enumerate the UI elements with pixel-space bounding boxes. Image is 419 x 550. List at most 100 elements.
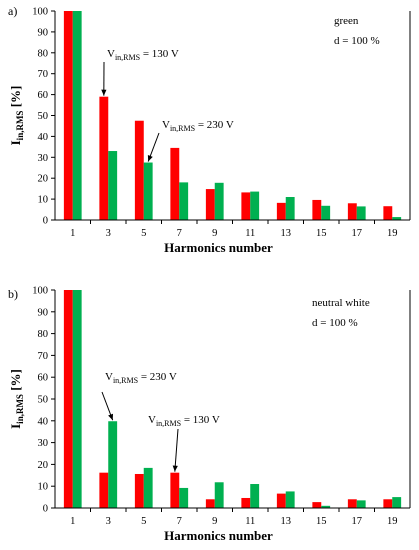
x-tick-label: 7 <box>177 228 182 239</box>
bar-s1-h13 <box>276 493 286 508</box>
bar-s2-h9 <box>214 482 224 508</box>
annotation-arrow-head <box>172 465 178 472</box>
bar-s2-h17 <box>356 500 366 508</box>
bar-s2-h11 <box>250 484 260 508</box>
x-tick-label: 1 <box>70 516 75 527</box>
y-tick-label: 50 <box>38 111 49 122</box>
x-tick-label: 7 <box>177 516 182 527</box>
bar-s2-h5 <box>143 162 153 220</box>
x-tick-label: 5 <box>141 516 146 527</box>
y-tick-label: 60 <box>38 373 49 384</box>
bar-s1-h11 <box>241 497 251 508</box>
bar-s1-h19 <box>383 499 393 508</box>
bar-s2-h19 <box>392 217 402 220</box>
y-axis-label-sub: in,RMS <box>15 394 25 424</box>
panel-label: a) <box>8 4 17 18</box>
y-tick-label: 0 <box>43 504 48 515</box>
bar-s1-h1 <box>63 11 73 220</box>
annotation-arrow-head <box>108 413 113 421</box>
y-tick-label: 0 <box>43 216 48 227</box>
annotation-rest: = 230 V <box>138 371 177 383</box>
x-tick-label: 13 <box>281 516 292 527</box>
annotation-arrow-head <box>147 154 153 162</box>
y-axis-label-main: I <box>8 424 23 429</box>
bar-s1-h5 <box>134 473 144 508</box>
x-tick-label: 15 <box>316 516 327 527</box>
bar-s1-h17 <box>347 499 357 508</box>
x-tick-label: 3 <box>106 228 111 239</box>
annotation-sub: in,RMS <box>156 419 181 428</box>
bar-s2-h9 <box>214 182 224 220</box>
y-tick-label: 20 <box>38 174 49 185</box>
y-axis-label-main: I <box>8 140 23 145</box>
chart-note: green <box>334 15 359 27</box>
annotation-arrow-line <box>174 428 179 472</box>
bar-s1-h15 <box>312 199 322 220</box>
annotation-label: Vin,RMS = 130 V <box>148 414 220 428</box>
y-tick-label: 40 <box>38 416 49 427</box>
bar-s2-h11 <box>250 191 260 220</box>
chart-note: d = 100 % <box>312 317 358 329</box>
y-tick-label: 30 <box>38 438 49 449</box>
y-tick-label: 30 <box>38 153 49 164</box>
y-tick-label: 70 <box>38 351 49 362</box>
y-axis-label: Iin,RMS [%] <box>8 86 25 146</box>
annotation-rest: = 230 V <box>195 119 234 131</box>
bar-s1-h1 <box>63 290 73 508</box>
x-tick-label: 13 <box>281 228 292 239</box>
annotation-main: V <box>148 414 156 426</box>
x-tick-label: 11 <box>245 516 255 527</box>
y-tick-label: 90 <box>38 307 49 318</box>
bar-s2-h7 <box>179 487 189 508</box>
annotation-sub: in,RMS <box>113 376 138 385</box>
bar-s2-h13 <box>285 491 295 508</box>
bar-s2-h19 <box>392 497 402 508</box>
x-tick-label: 9 <box>212 228 217 239</box>
x-tick-label: 5 <box>141 228 146 239</box>
bar-s1-h19 <box>383 206 393 220</box>
annotation-label: Vin,RMS = 230 V <box>105 371 177 385</box>
x-tick-label: 15 <box>316 228 327 239</box>
bar-s2-h1 <box>72 290 82 508</box>
annotation-rest: = 130 V <box>181 414 220 426</box>
y-tick-label: 100 <box>32 7 48 18</box>
y-axis-label: Iin,RMS [%] <box>8 369 25 429</box>
bar-s2-h7 <box>179 182 189 220</box>
x-tick-label: 1 <box>70 228 75 239</box>
bar-s2-h1 <box>72 11 82 220</box>
bar-s2-h15 <box>321 205 331 220</box>
bar-s2-h5 <box>143 467 153 508</box>
x-tick-label: 19 <box>387 228 398 239</box>
bar-s1-h9 <box>205 189 215 220</box>
panel-label: b) <box>8 287 18 301</box>
bar-s1-h3 <box>99 472 109 508</box>
annotation-label: Vin,RMS = 230 V <box>162 119 234 133</box>
y-tick-label: 100 <box>32 286 48 297</box>
annotation-main: V <box>105 371 113 383</box>
bar-s1-h13 <box>276 202 286 220</box>
y-tick-label: 50 <box>38 395 49 406</box>
bar-s2-h17 <box>356 206 366 220</box>
annotation-sub: in,RMS <box>115 53 140 62</box>
y-axis-label-unit: [%] <box>8 369 23 394</box>
annotation-main: V <box>107 48 115 60</box>
bar-s1-h11 <box>241 192 251 220</box>
x-tick-label: 19 <box>387 516 398 527</box>
bar-s1-h7 <box>170 472 180 508</box>
chart-note: neutral white <box>312 297 370 309</box>
y-tick-label: 80 <box>38 329 49 340</box>
bar-s1-h3 <box>99 96 109 220</box>
y-tick-label: 60 <box>38 90 49 101</box>
bar-s1-h5 <box>134 120 144 220</box>
y-tick-label: 40 <box>38 132 49 143</box>
bar-s1-h7 <box>170 147 180 220</box>
x-tick-label: 17 <box>352 516 363 527</box>
annotation-rest: = 130 V <box>140 48 179 60</box>
chart-note: d = 100 % <box>334 35 380 47</box>
bar-s2-h15 <box>321 505 331 508</box>
x-axis-label: Harmonics number <box>164 528 273 543</box>
y-axis-label-unit: [%] <box>8 86 23 111</box>
y-tick-label: 70 <box>38 69 49 80</box>
